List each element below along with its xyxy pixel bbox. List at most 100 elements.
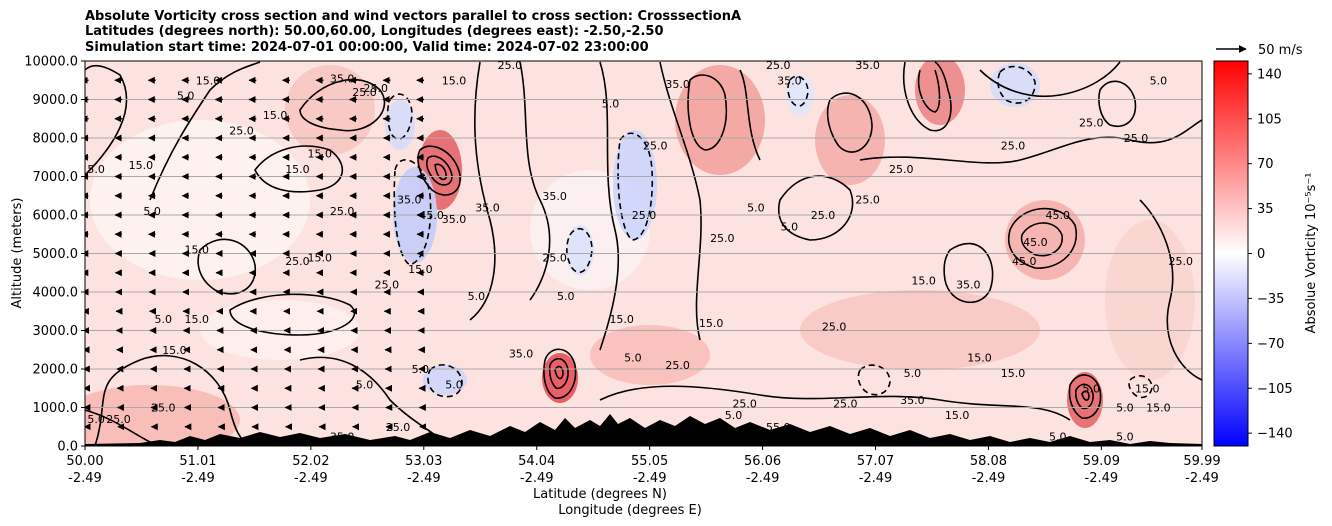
contour-label: 15.0 xyxy=(1001,367,1026,380)
contour-line xyxy=(599,61,620,351)
terrain xyxy=(85,414,1202,446)
x-tick-label-longitude: -2.49 xyxy=(181,471,215,486)
contour-label: 5.0 xyxy=(356,378,374,391)
vorticity-patch xyxy=(590,325,710,385)
contour-label: 5.0 xyxy=(557,290,575,303)
horizontal-grid-lines xyxy=(85,99,1202,408)
contour-line xyxy=(543,348,577,399)
contour-label: 5.0 xyxy=(602,97,620,110)
chart-title-line-1: Absolute Vorticity cross section and win… xyxy=(85,9,742,24)
y-tick-label: 8000.0 xyxy=(33,132,79,147)
contour-label: 35.0 xyxy=(855,59,880,72)
y-tick-label: 4000.0 xyxy=(33,286,79,301)
contour-label: 25.0 xyxy=(229,124,254,137)
contour-label: 5.0 xyxy=(904,367,922,380)
contour-line xyxy=(519,61,551,301)
x-tick-label-latitude: 57.07 xyxy=(857,454,894,469)
contour-label: 25.0 xyxy=(330,205,355,218)
contour-label: 35.0 xyxy=(397,194,422,207)
contour-line xyxy=(149,61,261,201)
contour-line xyxy=(254,145,344,193)
colorbar-tick-label: 70 xyxy=(1257,157,1274,172)
contour-label: 15.0 xyxy=(1135,382,1160,395)
contour-label: 15.0 xyxy=(308,251,333,264)
contour-label: 5.0 xyxy=(143,205,161,218)
vorticity-patch xyxy=(200,300,360,360)
colorbar-tick-label: −70 xyxy=(1257,337,1284,352)
contour-label: 5.0 xyxy=(725,409,743,422)
contour-line xyxy=(566,227,593,274)
vorticity-patch xyxy=(385,100,415,150)
x-tick-label-latitude: 51.01 xyxy=(179,454,216,469)
contour-label: 15.0 xyxy=(442,74,467,87)
colorbar-tick-label: −140 xyxy=(1257,427,1293,442)
x-axis: 50.00 -2.49 51.01 -2.49 52.02 -2.49 53.03 -2.49… xyxy=(66,446,1221,486)
x-tick-label-latitude: 56.06 xyxy=(744,454,781,469)
vorticity-patch xyxy=(1005,200,1085,280)
y-tick-label: 0.0 xyxy=(57,440,78,455)
contour-label: 15.0 xyxy=(699,317,724,330)
x-tick-label-latitude: 55.05 xyxy=(631,454,668,469)
vorticity-patch xyxy=(800,290,1040,370)
contour-label: 35.0 xyxy=(900,394,925,407)
contour-label: 25.0 xyxy=(811,209,836,222)
contour-label: 5.0 xyxy=(87,413,105,426)
vorticity-patch xyxy=(815,95,885,185)
contour-label: 45.0 xyxy=(1012,255,1037,268)
contour-line xyxy=(857,364,891,396)
contour-label: 25.0 xyxy=(352,86,377,99)
contour-label: 25.0 xyxy=(665,359,690,372)
contour-label: 15.0 xyxy=(967,351,992,364)
contour-label: 25.0 xyxy=(855,194,880,207)
contour-label: 5.0 xyxy=(1083,382,1101,395)
contour-label: 15.0 xyxy=(285,163,310,176)
wind-vectors xyxy=(85,76,427,431)
contour-label: 5.0 xyxy=(1116,402,1134,415)
contour-label: 25.0 xyxy=(542,251,567,264)
x-tick-label-longitude: -2.49 xyxy=(520,471,554,486)
contour-label: 25.0 xyxy=(1079,117,1104,130)
contour-line xyxy=(739,69,761,161)
contour-line xyxy=(548,357,569,390)
contour-line xyxy=(659,61,702,341)
contour-line xyxy=(859,119,1202,164)
colorbar xyxy=(1213,60,1249,447)
contour-label: 25.0 xyxy=(833,398,858,411)
contour-label: 35.0 xyxy=(475,201,500,214)
contour-label: 15.0 xyxy=(408,263,433,276)
contour-line xyxy=(417,145,461,196)
contour-label: 5.0 xyxy=(747,201,765,214)
contour-line xyxy=(979,61,1121,98)
x-tick-label-latitude: 59.09 xyxy=(1083,454,1120,469)
contour-label: 35.0 xyxy=(509,348,534,361)
contour-line xyxy=(787,75,809,107)
y-tick-label: 10000.0 xyxy=(24,55,78,70)
x-tick-label-longitude: -2.49 xyxy=(68,471,102,486)
contour-label: 35.0 xyxy=(330,430,355,443)
x-tick-label-latitude: 52.02 xyxy=(292,454,329,469)
contour-label: 15.0 xyxy=(911,274,936,287)
contour-label: 15.0 xyxy=(263,109,288,122)
contour-label: 25.0 xyxy=(822,321,847,334)
contour-label: 15.0 xyxy=(945,409,970,422)
contour-label: 45.0 xyxy=(1023,236,1048,249)
contour-line xyxy=(1128,375,1153,399)
x-tick-label-latitude: 54.04 xyxy=(518,454,555,469)
contour-label: 25.0 xyxy=(732,398,757,411)
x-tick-label-latitude: 59.99 xyxy=(1183,454,1220,469)
contour-line xyxy=(1068,374,1102,419)
contour-label: 5.0 xyxy=(468,290,486,303)
vorticity-patch xyxy=(566,225,594,275)
vorticity-patch xyxy=(1105,220,1195,380)
contour-line xyxy=(94,354,251,446)
x-tick-label-longitude: -2.49 xyxy=(972,471,1006,486)
contour-line xyxy=(687,74,728,151)
contour-line xyxy=(1020,222,1063,257)
contour-labels: 5.0 15.05.015.025.015.015.015.025.025.035… xyxy=(87,59,1193,443)
vorticity-patch xyxy=(85,385,240,446)
contour-line xyxy=(393,159,432,266)
chart-title-line-3: Simulation start time: 2024-07-01 00:00:… xyxy=(85,40,649,55)
x-tick-label-longitude: -2.49 xyxy=(407,471,441,486)
colorbar-label: Absolue Vorticity 10⁻⁵s⁻¹ xyxy=(1304,173,1319,334)
x-tick-label-longitude: -2.49 xyxy=(1185,471,1219,486)
